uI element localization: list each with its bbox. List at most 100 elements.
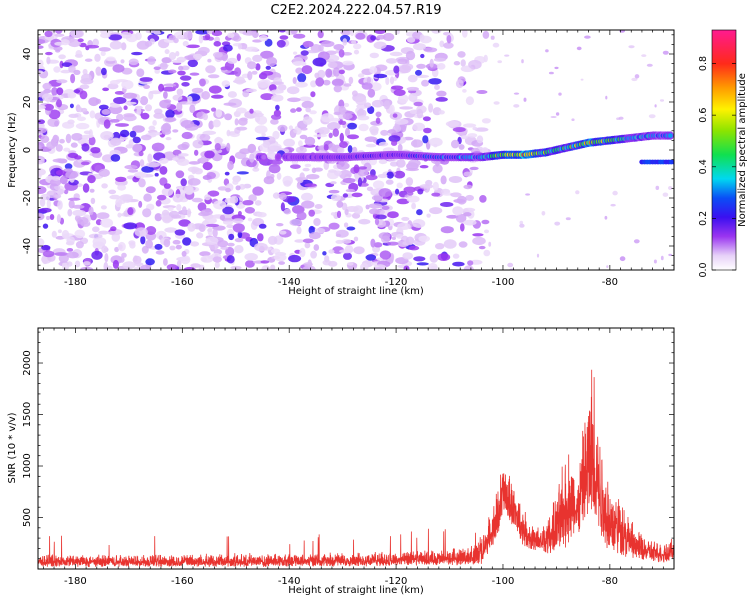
spectrogram-cell [236,171,249,175]
spectrogram-cell [302,116,313,125]
spectrogram-cell [159,166,168,175]
spectrogram-cell [299,96,312,102]
spectrogram-cell [100,205,107,210]
spectrogram-cell [128,58,139,66]
spectrogram-cell [381,205,390,210]
spectrogram-cell [441,192,453,196]
spectrogram-cell [443,42,454,49]
spectrogram-cell [153,112,165,119]
spectrogram-cell [314,72,320,79]
spectrogram-cell [62,261,68,270]
spectrogram-cell [198,211,211,217]
spectrogram-cell [204,217,217,224]
spectrogram-cell [204,194,211,201]
spectrogram-cell [365,174,378,181]
spectrogram-cell [98,47,111,52]
spectrogram-cell [46,56,51,65]
spectrogram-cell [42,223,49,229]
spectrogram-cell [115,123,129,127]
spectrogram-cell [369,82,382,92]
spectrogram-cell [378,141,389,147]
spectrogram-cell [139,159,145,167]
spectrogram-cell [469,166,479,171]
spectrogram-cell [256,212,267,218]
spectrogram-cell [417,188,424,195]
spectrogram-cell [341,238,352,244]
spectrogram-cell [431,192,441,197]
spectrogram-cell [266,151,277,160]
spectrogram-cell [351,192,363,198]
spectrogram-cell [91,250,103,260]
spectrogram-cell [117,241,126,252]
spectrogram-cell [58,54,66,60]
spectrogram-cell [435,243,445,250]
spectrogram-cell [239,148,251,155]
spectrogram-cell [416,262,429,266]
spectrogram-cell [367,88,376,98]
spectrogram-cell [123,113,135,118]
spectrogram-cell [462,207,476,212]
spectrogram-cell [106,56,116,62]
spectrogram-cell [317,126,330,135]
spectrogram-cell [202,113,208,121]
spectrogram-cell [353,49,360,55]
spectrogram-cell [232,218,244,224]
x-tick-label: -140 [278,277,301,288]
spectrogram-cell [453,61,461,66]
spectrogram-cell [423,47,438,53]
spectrogram-cell [167,206,174,212]
spectrogram-cell [149,132,163,136]
spectrogram-cell [618,116,624,120]
spectrogram-cell [521,59,524,64]
spectrogram-cell [421,79,430,87]
spectrogram-cell [133,262,144,267]
spectrogram-cell [164,227,178,233]
spectrogram-cell [309,232,321,240]
spectrogram-cell [304,163,312,168]
spectrogram-cell [278,192,287,201]
spectrogram-cell [541,211,546,216]
spectrogram-cell [109,119,120,123]
spectrogram-cell [39,198,46,207]
spectrogram-cell [340,120,347,125]
spectrogram-cell [389,76,395,85]
spectrogram-cell [257,233,264,242]
spectrogram-cell [92,226,100,233]
spectrogram-cell [163,91,168,99]
spectrogram-cell [330,194,342,202]
spectrogram-cell [166,264,178,270]
y-tick-label: 500 [22,508,33,527]
spectrogram-cell [65,170,79,179]
y-tick-label: 1000 [22,453,33,478]
spectrogram-cell [548,71,554,75]
spectrogram-cell [67,208,73,217]
spectrogram-cell [161,57,172,64]
spectrogram-cell [221,80,230,88]
spectrogram-cell [205,65,216,74]
spectrogram-cell [226,224,234,229]
spectrogram-cell [159,62,168,70]
spectrogram-cell [315,77,325,87]
spectrogram-cell [407,191,414,196]
spectrogram-cell [217,240,229,248]
spectrogram-cell [55,194,62,199]
snr-line-layer [38,369,674,568]
spectrogram-cell [476,135,484,144]
spectrogram-cell [378,188,392,198]
spectrogram-cell [38,45,44,49]
spectrogram-cell [297,177,304,184]
spectrogram-cell [406,86,419,91]
spectrogram-cell [260,93,274,101]
spectrogram-cell [157,194,167,201]
spectrogram-cell [101,183,108,189]
spectrogram-cell [121,42,127,51]
spectrogram-cell [314,227,326,234]
spectrogram-cell [245,260,255,268]
spectrogram-cell [302,167,310,172]
spectrogram-cell [465,194,474,201]
spectrogram-cell [272,130,280,140]
spectrogram-cell [422,135,429,144]
spectrogram-cell [631,77,638,82]
spectrogram-cell [443,239,457,249]
spectrogram-cell [242,90,250,98]
